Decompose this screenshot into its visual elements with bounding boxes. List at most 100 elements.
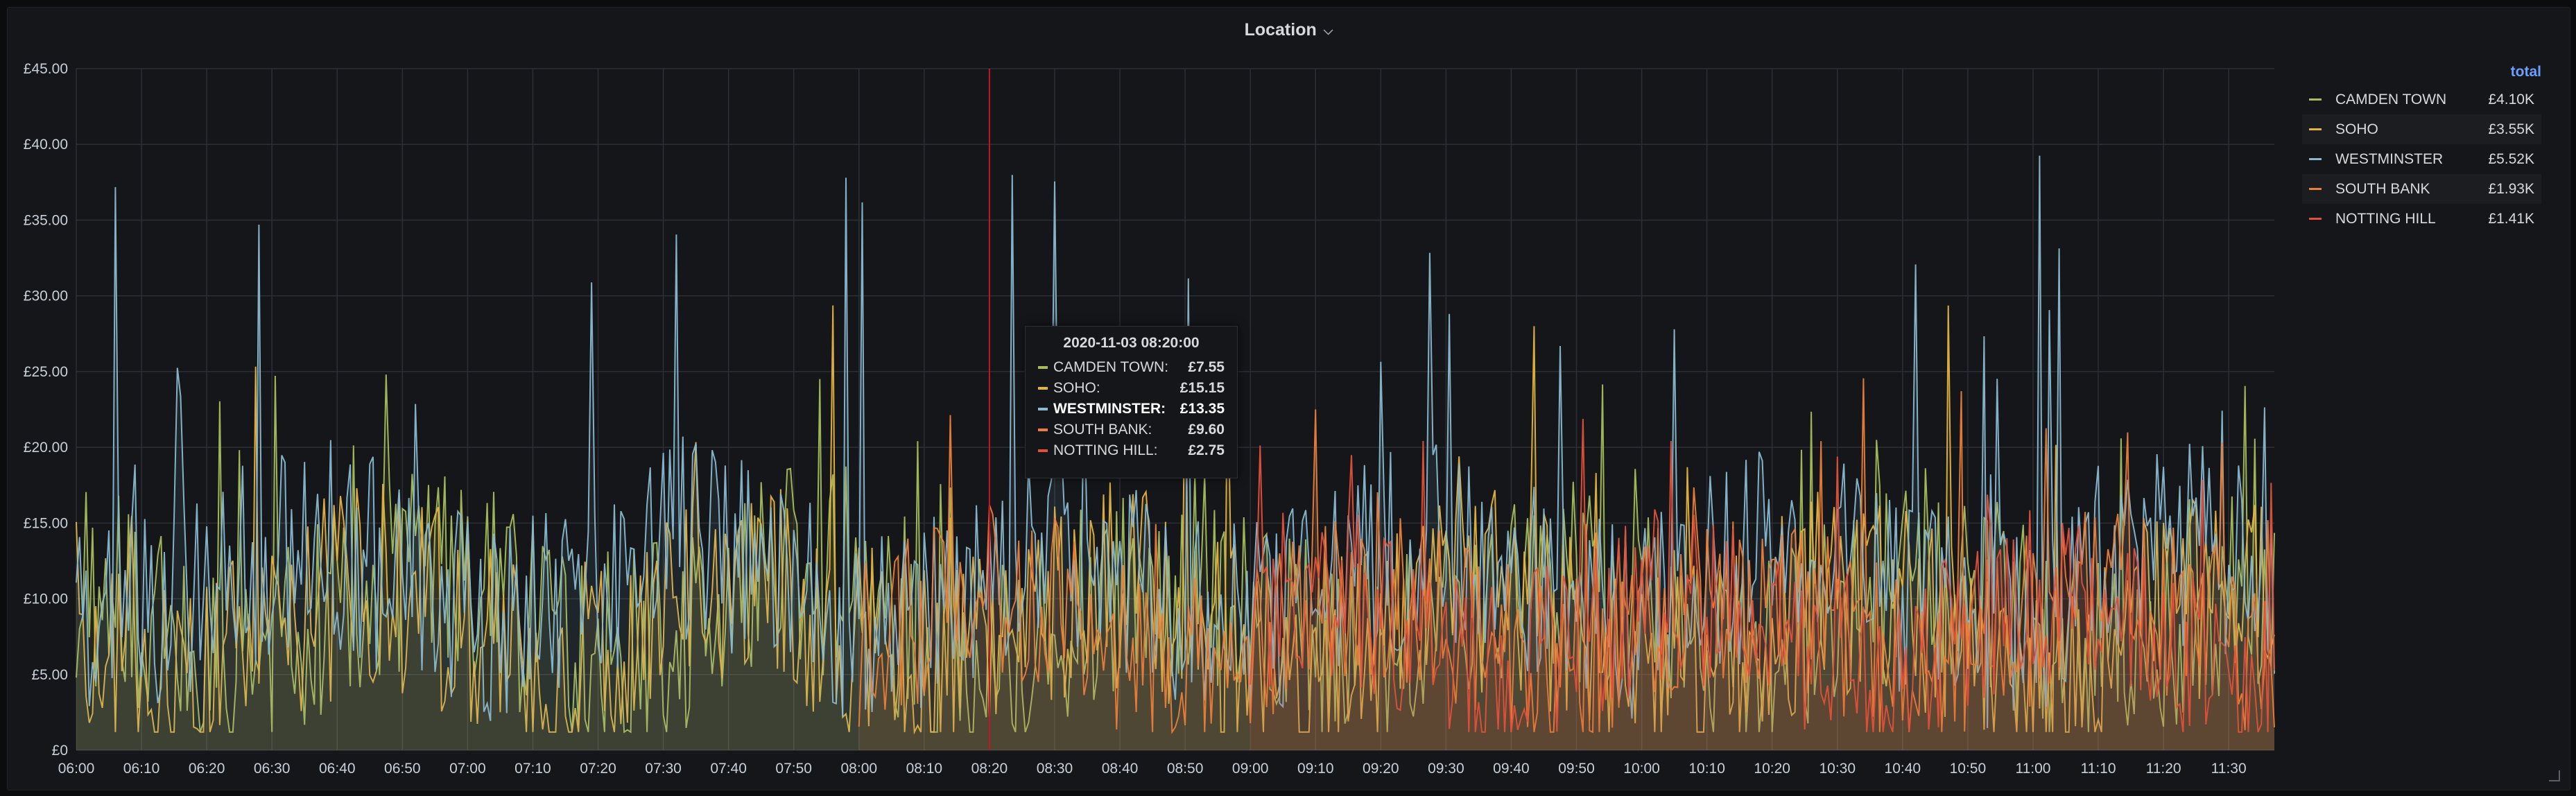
x-tick-label: 06:30 <box>254 761 291 777</box>
series-line[interactable] <box>1250 419 2275 733</box>
tooltip-series-name: SOHO: <box>1053 380 1100 396</box>
hover-tooltip: 2020-11-03 08:20:00 CAMDEN TOWN: £7.55 SOH… <box>1025 326 1238 478</box>
x-tick-label: 10:20 <box>1754 761 1790 777</box>
resize-handle-icon[interactable] <box>2549 770 2560 781</box>
tooltip-series-value: £15.15 <box>1179 380 1225 396</box>
tooltip-row: CAMDEN TOWN: £7.55 <box>1038 357 1225 378</box>
legend-item-name[interactable]: SOHO <box>2335 121 2378 137</box>
tooltip-series-value: £13.35 <box>1179 401 1225 417</box>
y-tick-label: £40.00 <box>24 137 68 153</box>
legend-item[interactable]: CAMDEN TOWN £4.10K <box>2302 85 2541 114</box>
tooltip-swatch <box>1038 449 1048 452</box>
legend-item[interactable]: NOTTING HILL £1.41K <box>2302 204 2541 234</box>
tooltip-swatch <box>1038 429 1048 431</box>
x-tick-label: 09:30 <box>1428 761 1464 777</box>
legend-item[interactable]: SOHO £3.55K <box>2302 114 2541 144</box>
series-line[interactable] <box>858 378 2275 734</box>
chevron-down-icon[interactable]: ⌵ <box>1323 23 1333 37</box>
legend-item-total: £1.93K <box>2488 180 2534 197</box>
x-tick-label: 08:10 <box>906 761 943 777</box>
x-tick-label: 11:00 <box>2015 761 2050 777</box>
y-tick-label: £45.00 <box>24 61 68 77</box>
legend-swatch[interactable] <box>2309 158 2322 160</box>
x-tick-label: 09:50 <box>1558 761 1595 777</box>
x-tick-label: 07:00 <box>449 761 486 777</box>
x-tick-label: 10:40 <box>1885 761 1921 777</box>
tooltip-row: WESTMINSTER: £13.35 <box>1038 399 1225 419</box>
tooltip-swatch <box>1038 366 1048 369</box>
x-tick-label: 09:40 <box>1493 761 1530 777</box>
series-area <box>1250 419 2274 750</box>
x-tick-label: 06:20 <box>189 761 225 777</box>
tooltip-series-value: £2.75 <box>1188 442 1225 458</box>
legend-item-total: £1.41K <box>2488 210 2534 227</box>
tooltip-swatch <box>1038 387 1048 390</box>
x-tick-label: 11:10 <box>2081 761 2116 777</box>
legend-item-total: £5.52K <box>2488 150 2534 167</box>
x-tick-label: 07:10 <box>515 761 551 777</box>
tooltip-swatch <box>1038 408 1048 410</box>
tooltip-row: SOHO: £15.15 <box>1038 378 1225 399</box>
legend-item[interactable]: SOUTH BANK £1.93K <box>2302 174 2541 204</box>
tooltip-series-value: £7.55 <box>1188 359 1225 375</box>
y-tick-label: £30.00 <box>24 288 68 304</box>
y-tick-label: £5.00 <box>31 667 68 683</box>
x-tick-label: 10:00 <box>1623 761 1660 777</box>
x-tick-label: 06:00 <box>58 761 95 777</box>
x-tick-label: 06:10 <box>123 761 160 777</box>
legend-header-total[interactable]: total <box>2510 64 2541 80</box>
y-tick-label: £0 <box>52 743 68 759</box>
x-tick-label: 08:50 <box>1167 761 1204 777</box>
tooltip-series-name: CAMDEN TOWN: <box>1053 359 1169 375</box>
x-tick-label: 08:20 <box>971 761 1008 777</box>
tooltip-row: SOUTH BANK: £9.60 <box>1038 419 1225 440</box>
y-tick-label: £25.00 <box>24 364 68 380</box>
x-tick-label: 10:10 <box>1688 761 1725 777</box>
x-tick-label: 06:50 <box>384 761 421 777</box>
x-tick-label: 11:30 <box>2211 761 2247 777</box>
x-tick-label: 09:10 <box>1297 761 1334 777</box>
legend-swatch[interactable] <box>2309 188 2322 190</box>
x-tick-label: 09:00 <box>1232 761 1269 777</box>
tooltip-series-name: NOTTING HILL: <box>1053 442 1158 458</box>
panel-title-text: Location <box>1244 20 1317 40</box>
x-tick-label: 09:20 <box>1363 761 1399 777</box>
x-tick-label: 07:30 <box>645 761 682 777</box>
x-tick-label: 06:40 <box>319 761 356 777</box>
x-tick-label: 07:40 <box>710 761 747 777</box>
tooltip-time: 2020-11-03 08:20:00 <box>1063 335 1200 351</box>
x-tick-label: 10:50 <box>1950 761 1987 777</box>
x-tick-label: 07:20 <box>580 761 616 777</box>
x-tick-label: 08:00 <box>841 761 878 777</box>
legend-item-total: £3.55K <box>2488 121 2534 137</box>
legend-item-name[interactable]: CAMDEN TOWN <box>2335 91 2447 107</box>
legend: total CAMDEN TOWN £4.10K SOHO £3.55K WESTMIN… <box>2302 64 2541 234</box>
y-tick-label: £20.00 <box>24 440 68 456</box>
panel-title[interactable]: Location ⌵ <box>8 20 2570 40</box>
series-area <box>858 378 2274 750</box>
tooltip-series-name: SOUTH BANK: <box>1053 422 1152 438</box>
tooltip-series-value: £9.60 <box>1188 422 1225 438</box>
x-tick-label: 08:40 <box>1102 761 1139 777</box>
series-area <box>76 305 2274 750</box>
y-tick-label: £15.00 <box>24 515 68 531</box>
x-tick-label: 08:30 <box>1037 761 1073 777</box>
legend-item-name[interactable]: SOUTH BANK <box>2335 180 2430 197</box>
legend-item-name[interactable]: WESTMINSTER <box>2335 150 2444 167</box>
legend-item-name[interactable]: NOTTING HILL <box>2335 210 2436 227</box>
y-tick-label: £35.00 <box>24 212 68 228</box>
legend-swatch[interactable] <box>2309 218 2322 220</box>
x-tick-label: 11:20 <box>2146 761 2181 777</box>
y-tick-label: £10.00 <box>24 591 68 607</box>
x-tick-label: 07:50 <box>775 761 812 777</box>
legend-swatch[interactable] <box>2309 98 2322 101</box>
series-line[interactable] <box>76 155 2275 729</box>
x-tick-label: 10:30 <box>1819 761 1856 777</box>
legend-item[interactable]: WESTMINSTER £5.52K <box>2302 144 2541 174</box>
legend-item-total: £4.10K <box>2488 91 2534 107</box>
legend-swatch[interactable] <box>2309 128 2322 130</box>
tooltip-row: NOTTING HILL: £2.75 <box>1038 440 1225 461</box>
series-area <box>76 155 2274 750</box>
tooltip-series-name: WESTMINSTER: <box>1053 401 1166 417</box>
